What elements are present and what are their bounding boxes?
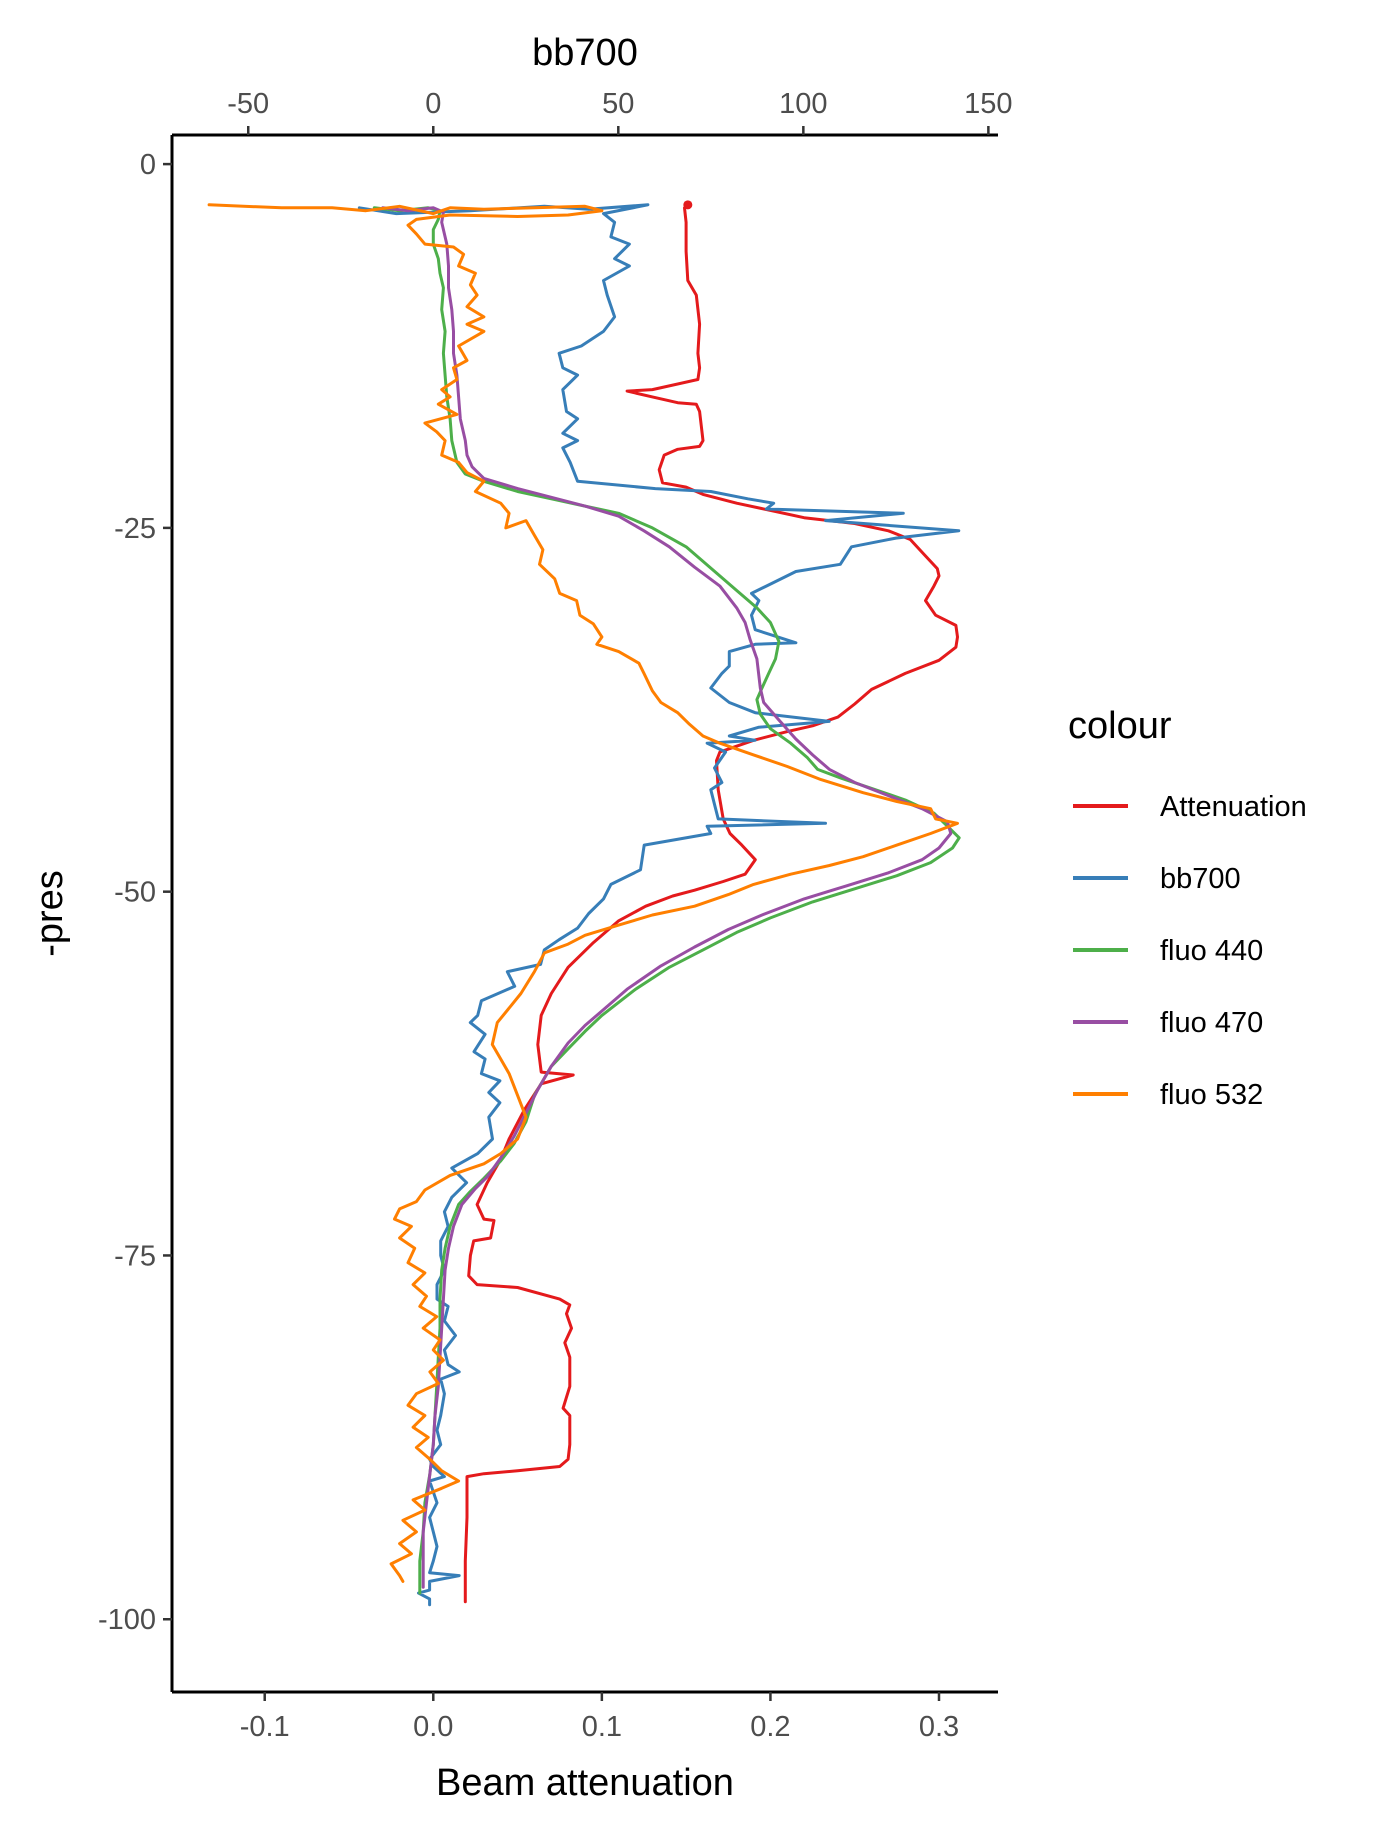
series-point-attenuation-surface bbox=[683, 200, 693, 210]
axes: -0.1 0.0 0.1 0.2 0.3 -50 0 50 100 150 0 -25 -50 -75 -1… bbox=[29, 32, 1013, 1804]
legend-label-bb700: bb700 bbox=[1160, 863, 1241, 895]
x2-tick-label: -50 bbox=[227, 88, 269, 120]
legend-label-fluo-440: fluo 440 bbox=[1160, 935, 1263, 967]
x-tick-label: -0.1 bbox=[240, 1711, 290, 1743]
legend-title: colour bbox=[1068, 705, 1172, 747]
series-line-fluo-532 bbox=[207, 203, 959, 1583]
x2-axis-title: bb700 bbox=[532, 32, 638, 74]
x2-tick-label: 50 bbox=[602, 88, 634, 120]
x-tick-label: 0.3 bbox=[919, 1711, 959, 1743]
series-line-fluo-470 bbox=[381, 206, 953, 1589]
x-tick-label: 0.0 bbox=[413, 1711, 453, 1743]
legend: colour Attenuation bb700 fluo 440 fluo 470 fl… bbox=[1068, 705, 1307, 1111]
legend-label-fluo-532: fluo 532 bbox=[1160, 1079, 1263, 1111]
x-tick-label: 0.1 bbox=[582, 1711, 622, 1743]
x-tick-label: 0.2 bbox=[750, 1711, 790, 1743]
y-tick-label: -75 bbox=[114, 1240, 156, 1272]
x2-tick-label: 150 bbox=[964, 88, 1012, 120]
y-tick-label: 0 bbox=[140, 149, 156, 181]
series-line-bb700 bbox=[357, 203, 961, 1607]
series-line-fluo-440 bbox=[372, 206, 961, 1595]
y-tick-label: -50 bbox=[114, 877, 156, 909]
plot-panel bbox=[207, 200, 961, 1607]
y-tick-label: -100 bbox=[98, 1604, 156, 1636]
series-line-attenuation bbox=[463, 203, 959, 1604]
x2-tick-label: 0 bbox=[425, 88, 441, 120]
legend-label-attenuation: Attenuation bbox=[1160, 791, 1307, 823]
x2-tick-label: 100 bbox=[779, 88, 827, 120]
y-tick-label: -25 bbox=[114, 513, 156, 545]
x-axis-title: Beam attenuation bbox=[436, 1762, 734, 1804]
legend-label-fluo-470: fluo 470 bbox=[1160, 1007, 1263, 1039]
y-axis-title: -pres bbox=[29, 870, 71, 957]
